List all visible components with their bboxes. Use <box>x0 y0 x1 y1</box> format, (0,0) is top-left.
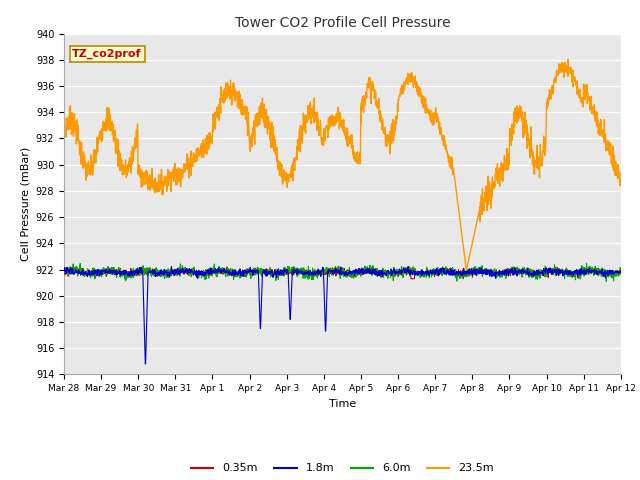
Legend: 0.35m, 1.8m, 6.0m, 23.5m: 0.35m, 1.8m, 6.0m, 23.5m <box>187 459 498 478</box>
X-axis label: Time: Time <box>329 399 356 408</box>
Title: Tower CO2 Profile Cell Pressure: Tower CO2 Profile Cell Pressure <box>235 16 450 30</box>
Text: TZ_co2prof: TZ_co2prof <box>72 49 142 59</box>
Y-axis label: Cell Pressure (mBar): Cell Pressure (mBar) <box>20 147 30 261</box>
